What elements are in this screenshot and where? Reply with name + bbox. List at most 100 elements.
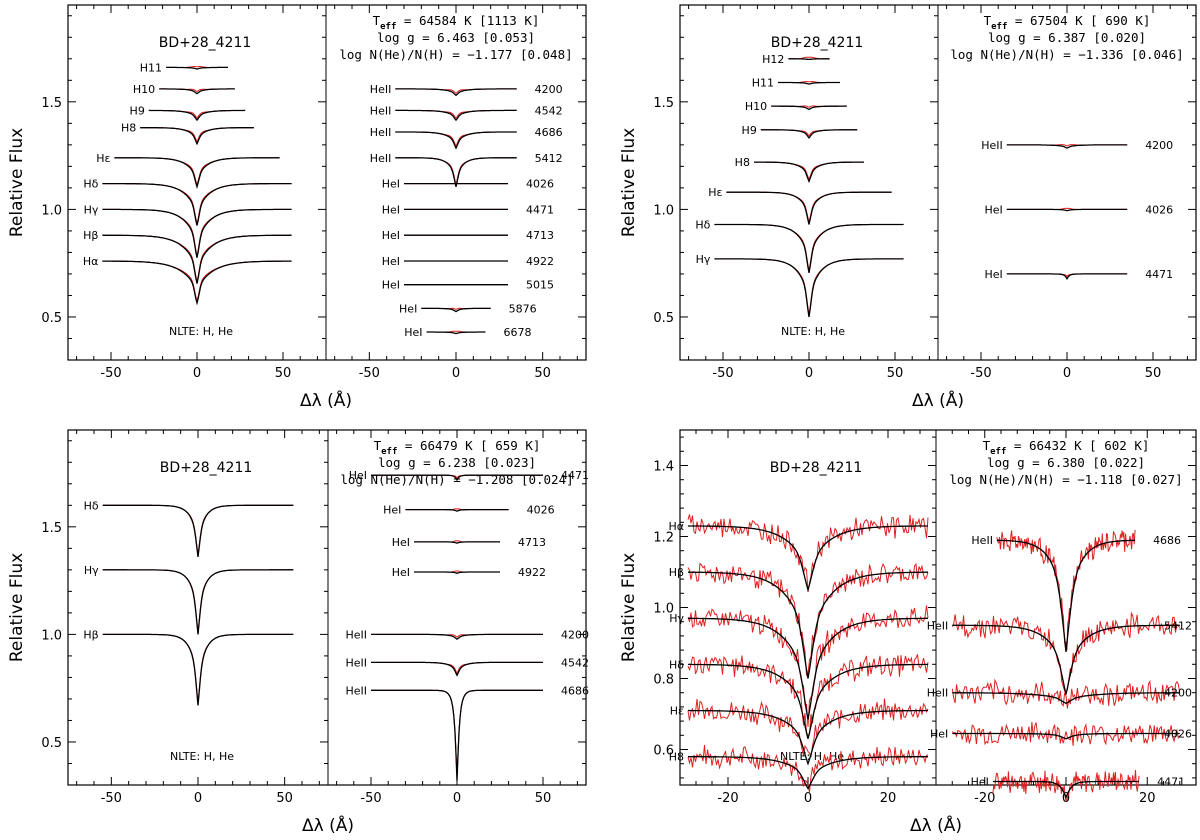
x-tick-label: 0 [804, 791, 812, 806]
model-spectrum [102, 633, 294, 706]
spectral-line-right-8: HeI 5015 [382, 279, 554, 292]
spectral-line-left-6: H11 [752, 76, 840, 89]
y-axis-label: Relative Flux [7, 553, 27, 662]
model-spectrum [414, 571, 500, 575]
star-name: BD+28_4211 [771, 35, 864, 51]
model-spectrum [952, 732, 1180, 740]
logg-text: log g = 6.238 [0.023] [378, 455, 536, 470]
model-spectrum [421, 307, 491, 313]
model-spectrum [395, 88, 517, 97]
wavelength-label: 4200 [1145, 139, 1173, 152]
y-tick-label: 1.5 [653, 96, 674, 111]
observed-spectrum [371, 661, 543, 675]
axes-frame [67, 4, 587, 361]
observed-spectrum [992, 769, 1140, 803]
spectral-line-right-2: HeI 4713 [392, 536, 546, 549]
spectral-line-left-5: H8 [121, 122, 254, 146]
line-label: HeII [927, 619, 949, 632]
line-label: HeII [370, 104, 392, 117]
line-label: H10 [133, 83, 155, 96]
observed-spectrum [687, 562, 929, 677]
model-spectrum [166, 66, 228, 70]
spectral-line-left-5: H10 [745, 100, 847, 113]
line-label: HeI [392, 566, 410, 579]
model-spectrum [140, 127, 254, 146]
model-spectrum [371, 474, 543, 482]
line-label: HeII [927, 687, 949, 700]
spectral-line-left-0: H8 [669, 745, 929, 793]
line-label: Hγ [669, 612, 684, 625]
model-spectrum [778, 81, 840, 85]
spectral-line-right-4: HeII 4200 [345, 628, 589, 641]
line-label: HeI [382, 203, 400, 216]
line-label: Hε [670, 704, 684, 717]
line-label: Hδ [695, 218, 710, 231]
line-label: Hα [668, 520, 684, 533]
spectral-line-left-1: Hγ [84, 564, 294, 635]
observed-spectrum [726, 191, 892, 223]
spectral-line-left-6: H9 [130, 104, 246, 122]
wavelength-label: 4026 [1164, 728, 1192, 741]
observed-spectrum [687, 745, 929, 793]
line-label: Hγ [84, 203, 99, 216]
loghe-text: log N(He)/N(H) = −1.336 [0.046] [950, 47, 1183, 62]
observed-spectrum [102, 183, 292, 224]
line-label: Hβ [669, 566, 684, 579]
x-tick-label: -50 [970, 366, 991, 381]
line-label: HeI [971, 775, 989, 788]
wavelength-label: 6678 [503, 326, 531, 339]
model-spectrum [952, 624, 1180, 695]
y-tick-label: 0.5 [653, 311, 674, 326]
model-spectrum [688, 617, 928, 720]
model-spectrum [952, 692, 1180, 705]
x-tick-label: -50 [100, 366, 121, 381]
wavelength-label: 4471 [561, 469, 589, 482]
spectral-line-right-4: HeI 4026 [382, 178, 554, 191]
spectral-line-left-2: Hδ [84, 499, 294, 557]
star-name: BD+28_4211 [159, 35, 252, 51]
wavelength-label: 4713 [518, 536, 546, 549]
observed-spectrum [148, 109, 246, 119]
teff-text: Teff = 67504 K [ 690 K] [984, 13, 1151, 32]
wavelength-label: 5015 [526, 279, 554, 292]
spectral-line-left-1: Hβ [83, 229, 292, 284]
x-tick-label: 0 [193, 366, 201, 381]
line-label: H8 [735, 156, 750, 169]
spectral-line-left-4: Hβ [669, 562, 929, 679]
line-label: HeI [382, 279, 400, 292]
line-label: H8 [121, 122, 136, 135]
line-label: HeI [382, 229, 400, 242]
model-spectrum [1006, 208, 1128, 212]
model-spectrum [760, 129, 858, 139]
spectral-line-left-0: Hα [83, 255, 292, 306]
y-tick-label: 1.4 [653, 460, 674, 475]
model-spectrum [414, 541, 500, 544]
line-label: HeII [370, 152, 392, 165]
observed-spectrum [996, 529, 1136, 651]
wavelength-label: 4200 [561, 628, 589, 641]
model-spectrum [102, 208, 292, 258]
y-axis-label: Relative Flux [619, 128, 639, 237]
x-tick-label: -50 [712, 366, 733, 381]
line-label: HeII [345, 628, 367, 641]
model-spectrum [714, 223, 904, 274]
model-spectrum [405, 508, 509, 512]
line-label: Hα [83, 255, 99, 268]
spectral-line-right-1: HeI 4026 [930, 721, 1192, 746]
wavelength-label: 5412 [1164, 619, 1192, 632]
x-tick-label: -50 [359, 366, 380, 381]
observed-spectrum [687, 698, 929, 758]
spectral-line-right-6: HeII 4686 [345, 684, 589, 781]
line-label: H9 [130, 104, 145, 117]
spectral-line-right-7: HeI 4922 [382, 255, 554, 268]
line-label: HeI [383, 504, 401, 517]
wavelength-label: 4026 [527, 504, 555, 517]
wavelength-label: 4713 [526, 229, 554, 242]
line-label: HeI [382, 178, 400, 191]
model-spectrum [395, 131, 517, 150]
wavelength-label: 4542 [561, 656, 589, 669]
observed-spectrum [760, 129, 858, 137]
wavelength-label: 4471 [526, 203, 554, 216]
line-label: H10 [745, 100, 767, 113]
